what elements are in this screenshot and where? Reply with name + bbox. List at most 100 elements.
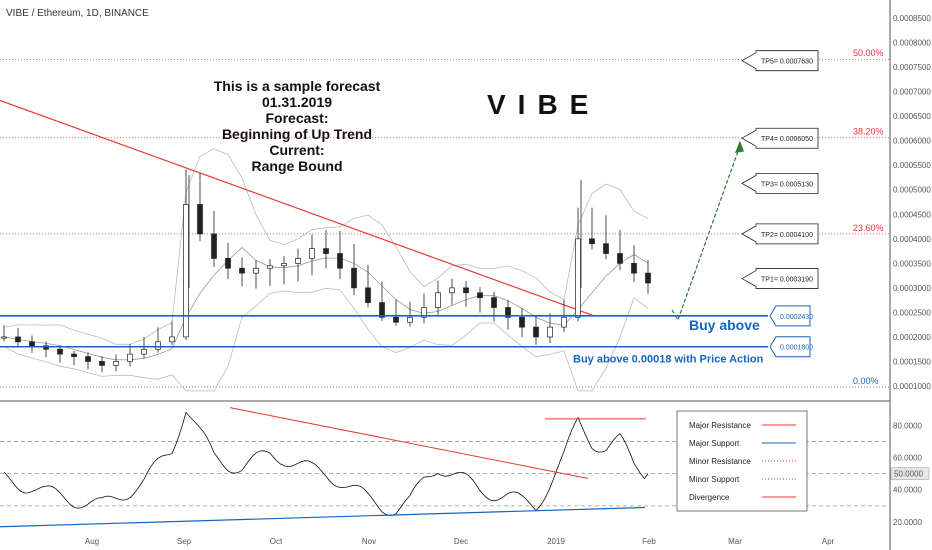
target-callout [741, 223, 819, 245]
candle [57, 348, 63, 355]
annotation-line: 01.31.2019 [262, 94, 332, 110]
candle [463, 287, 469, 294]
candle [617, 253, 623, 264]
month-label: Dec [454, 537, 468, 546]
candle [645, 272, 651, 284]
forecast-arrow [671, 145, 741, 322]
candle [239, 267, 245, 274]
candlestick-series [1, 169, 651, 373]
bollinger-upper [3, 148, 649, 345]
target-callout [741, 127, 819, 149]
month-label: Sep [177, 537, 192, 546]
support-lines: 0.0002430 0.0001800 Buy above Buy above 0.0… [0, 305, 813, 366]
chart-title: VIBE / Ethereum, 1D, BINANCE [6, 8, 149, 19]
fib-level-label: 0.00% [853, 376, 879, 386]
candle [393, 316, 399, 323]
fib-level-label: 38.20% [853, 127, 884, 137]
candle [575, 238, 581, 318]
candle [533, 326, 539, 338]
legend-box: Major Resistance Major Support Minor Resis… [676, 410, 808, 512]
month-label: Nov [362, 537, 376, 546]
target-callout [741, 172, 819, 194]
brand-label: VIBE [487, 89, 600, 120]
forecast-annotation: This is a sample forecast01.31.2019Forec… [214, 78, 381, 174]
price-tick-label: 0.0007000 [893, 88, 931, 97]
candle [155, 341, 161, 350]
candle [15, 336, 21, 343]
candle [309, 248, 315, 259]
rsi-tick-label: 60.0000 [893, 454, 922, 463]
annotation-line: Forecast: [265, 110, 328, 126]
rsi-resistance-line [229, 407, 589, 479]
candle [71, 353, 77, 357]
legend-label: Minor Resistance [689, 457, 751, 466]
annotation-line: Current: [269, 142, 324, 158]
buy-note: Buy above 0.00018 with Price Action [573, 354, 764, 366]
candle [435, 292, 441, 308]
candle [337, 253, 343, 269]
support-value-box [769, 336, 811, 358]
month-label: Aug [85, 537, 99, 546]
price-tick-label: 0.0007500 [893, 63, 931, 72]
candle [491, 297, 497, 308]
candle [211, 233, 217, 259]
month-label: Feb [642, 537, 656, 546]
candle [477, 292, 483, 299]
target-label: TP3= 0.0005130 [761, 181, 813, 188]
target-label: TP2= 0.0004100 [761, 232, 813, 239]
support-value-label: 0.0001800 [780, 345, 813, 352]
candle [169, 336, 175, 343]
price-tick-label: 0.0001000 [893, 382, 931, 391]
candle [589, 238, 595, 245]
price-tick-label: 0.0004000 [893, 235, 931, 244]
candle [505, 307, 511, 318]
candle [295, 258, 301, 264]
rsi-current-box [890, 467, 930, 480]
rsi-line [3, 411, 649, 516]
price-tick-label: 0.0006000 [893, 137, 931, 146]
candle [421, 307, 427, 318]
candle [113, 361, 119, 366]
rsi-pane: 80.0000 60.0000 40.0000 20.0000 50.0000 [0, 407, 930, 528]
legend-label: Minor Support [689, 475, 740, 484]
target-label: TP5= 0.0007630 [761, 59, 813, 66]
candle [141, 348, 147, 355]
support-value-label: 0.0002430 [780, 314, 813, 321]
buy-above-label: Buy above [689, 317, 760, 333]
fib-level-label: 23.60% [853, 223, 884, 233]
rsi-tick-label: 20.0000 [893, 518, 922, 527]
candle [323, 248, 329, 254]
price-tick-label: 0.0005000 [893, 186, 931, 195]
candle [365, 287, 371, 303]
downtrend-line [0, 99, 595, 317]
price-tick-label: 0.0003500 [893, 259, 931, 268]
candle [547, 326, 553, 338]
candle [1, 336, 7, 339]
support-value-box [769, 305, 811, 327]
candle [407, 316, 413, 323]
candle [267, 265, 273, 269]
legend-frame [676, 410, 808, 512]
candle [253, 267, 259, 274]
price-tick-label: 0.0003000 [893, 284, 931, 293]
price-tick-label: 0.0008500 [893, 14, 931, 23]
candle [29, 341, 35, 347]
annotation-line: Beginning of Up Trend [222, 126, 372, 142]
month-label: Oct [270, 537, 283, 546]
candle [631, 262, 637, 274]
candle [351, 267, 357, 289]
rsi-support-line [0, 506, 646, 528]
target-callout [741, 50, 819, 72]
candle [519, 316, 525, 328]
candle [127, 353, 133, 362]
forecast-arrow-head [735, 140, 744, 153]
month-label: 2019 [547, 537, 565, 546]
bollinger-lower [3, 287, 649, 392]
rsi-current-label: 50.0000 [894, 470, 923, 479]
price-tick-label: 0.0002000 [893, 333, 931, 342]
candle [281, 262, 287, 267]
annotation-line: Range Bound [252, 158, 343, 174]
legend-label: Major Resistance [689, 421, 751, 430]
candle [449, 287, 455, 294]
